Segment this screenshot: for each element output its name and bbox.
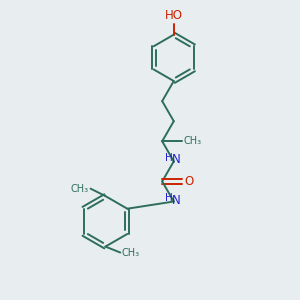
- Text: N: N: [172, 194, 180, 206]
- Text: CH₃: CH₃: [184, 136, 202, 146]
- Text: O: O: [184, 175, 194, 188]
- Text: CH₃: CH₃: [71, 184, 89, 194]
- Text: CH₃: CH₃: [122, 248, 140, 257]
- Text: H: H: [165, 153, 172, 163]
- Text: N: N: [172, 153, 180, 167]
- Text: H: H: [165, 193, 172, 203]
- Text: HO: HO: [165, 9, 183, 22]
